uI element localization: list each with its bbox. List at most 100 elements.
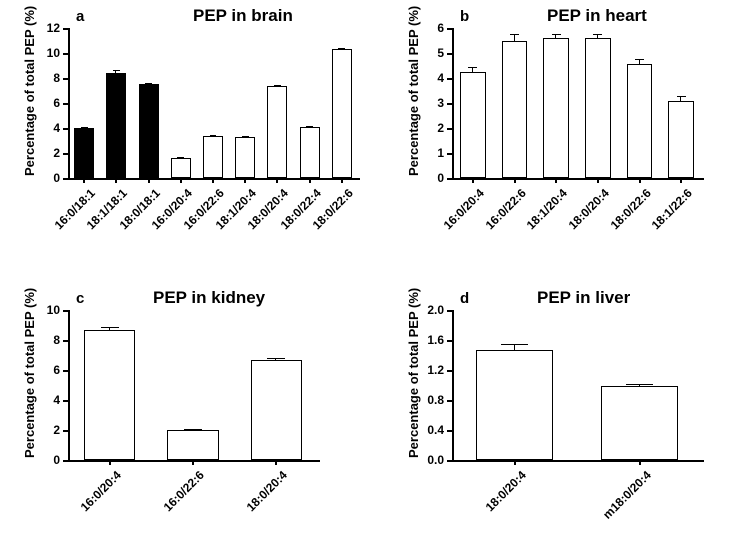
bar bbox=[460, 72, 486, 178]
x-tick-label: 18:0/20:4 bbox=[448, 468, 529, 549]
figure: aPEP in brainPercentage of total PEP (%)… bbox=[0, 0, 750, 544]
bar bbox=[627, 64, 653, 178]
y-tick-label: 2 bbox=[30, 146, 60, 160]
panel-title-a: PEP in brain bbox=[193, 6, 293, 26]
bar bbox=[84, 330, 136, 461]
x-tick bbox=[148, 178, 150, 183]
y-tick-label: 4 bbox=[30, 393, 60, 407]
bar bbox=[235, 137, 255, 178]
y-tick-label: 0 bbox=[414, 171, 444, 185]
x-tick bbox=[555, 178, 557, 183]
bar bbox=[74, 128, 94, 178]
y-tick bbox=[447, 400, 452, 402]
x-tick-label: 18:0/20:4 bbox=[210, 468, 291, 549]
x-tick bbox=[275, 460, 277, 465]
y-tick-label: 2 bbox=[30, 423, 60, 437]
y-tick bbox=[447, 153, 452, 155]
error-cap bbox=[210, 135, 217, 136]
x-tick-label: 18:0/22:6 bbox=[573, 186, 654, 267]
x-tick bbox=[680, 178, 682, 183]
y-tick bbox=[447, 103, 452, 105]
error-cap bbox=[267, 358, 285, 359]
y-tick-label: 2.0 bbox=[414, 303, 444, 317]
y-tick-label: 8 bbox=[30, 71, 60, 85]
bar bbox=[585, 38, 611, 178]
error-cap bbox=[81, 127, 88, 128]
y-tick-label: 0.8 bbox=[414, 393, 444, 407]
x-tick bbox=[514, 178, 516, 183]
x-tick bbox=[341, 178, 343, 183]
y-tick bbox=[63, 310, 68, 312]
y-tick bbox=[447, 28, 452, 30]
x-tick bbox=[597, 178, 599, 183]
x-tick bbox=[115, 178, 117, 183]
x-tick-label: 18:1/22:6 bbox=[614, 186, 695, 267]
bar bbox=[300, 127, 320, 178]
error-cap bbox=[113, 70, 120, 71]
bar bbox=[543, 38, 569, 178]
bar bbox=[203, 136, 223, 179]
y-tick bbox=[63, 128, 68, 130]
bar bbox=[601, 386, 679, 460]
panel-letter-c: c bbox=[76, 290, 84, 307]
bar bbox=[167, 430, 219, 460]
y-tick-label: 8 bbox=[30, 333, 60, 347]
x-tick bbox=[192, 460, 194, 465]
error-cap bbox=[101, 327, 119, 328]
y-tick bbox=[63, 370, 68, 372]
y-tick bbox=[447, 370, 452, 372]
bar bbox=[668, 101, 694, 179]
x-tick bbox=[244, 178, 246, 183]
error-cap bbox=[510, 34, 519, 35]
bar bbox=[502, 41, 528, 179]
bar bbox=[476, 350, 554, 460]
y-tick bbox=[63, 400, 68, 402]
y-tick bbox=[447, 178, 452, 180]
x-tick-label: 16:0/20:4 bbox=[43, 468, 124, 549]
y-tick bbox=[447, 460, 452, 462]
y-tick-label: 6 bbox=[30, 363, 60, 377]
x-tick bbox=[276, 178, 278, 183]
y-tick-label: 6 bbox=[30, 96, 60, 110]
error-cap bbox=[338, 48, 345, 49]
x-tick bbox=[180, 178, 182, 183]
error-cap bbox=[593, 34, 602, 35]
y-tick-label: 0.4 bbox=[414, 423, 444, 437]
x-tick bbox=[639, 178, 641, 183]
error-cap bbox=[177, 157, 184, 158]
panel-title-c: PEP in kidney bbox=[153, 288, 265, 308]
x-tick-label: 16:0/20:4 bbox=[406, 186, 487, 267]
panel-letter-a: a bbox=[76, 8, 84, 25]
y-tick bbox=[63, 340, 68, 342]
y-tick bbox=[63, 28, 68, 30]
error-cap bbox=[145, 83, 152, 84]
y-tick bbox=[63, 78, 68, 80]
error-cap bbox=[274, 85, 281, 86]
x-tick-label: 16:0/22:6 bbox=[126, 468, 207, 549]
bar bbox=[267, 86, 287, 179]
panel-title-d: PEP in liver bbox=[537, 288, 630, 308]
error-cap bbox=[626, 384, 653, 385]
x-tick-label: m18:0/20:4 bbox=[573, 468, 654, 549]
panel-letter-b: b bbox=[460, 8, 469, 25]
y-tick-label: 10 bbox=[30, 46, 60, 60]
x-tick bbox=[109, 460, 111, 465]
panel-title-b: PEP in heart bbox=[547, 6, 647, 26]
x-tick-label: 16:0/22:6 bbox=[448, 186, 529, 267]
bar bbox=[332, 49, 352, 178]
x-tick bbox=[309, 178, 311, 183]
y-tick bbox=[63, 53, 68, 55]
y-tick-label: 1.6 bbox=[414, 333, 444, 347]
panel-letter-d: d bbox=[460, 290, 469, 307]
y-tick-label: 2 bbox=[414, 121, 444, 135]
y-tick-label: 1 bbox=[414, 146, 444, 160]
x-tick-label: 18:0/20:4 bbox=[531, 186, 612, 267]
y-tick-label: 10 bbox=[30, 303, 60, 317]
error-cap bbox=[468, 67, 477, 68]
error-cap bbox=[677, 96, 686, 97]
y-tick bbox=[447, 340, 452, 342]
y-tick bbox=[447, 128, 452, 130]
error-cap bbox=[552, 34, 561, 35]
x-tick bbox=[83, 178, 85, 183]
y-tick bbox=[63, 103, 68, 105]
